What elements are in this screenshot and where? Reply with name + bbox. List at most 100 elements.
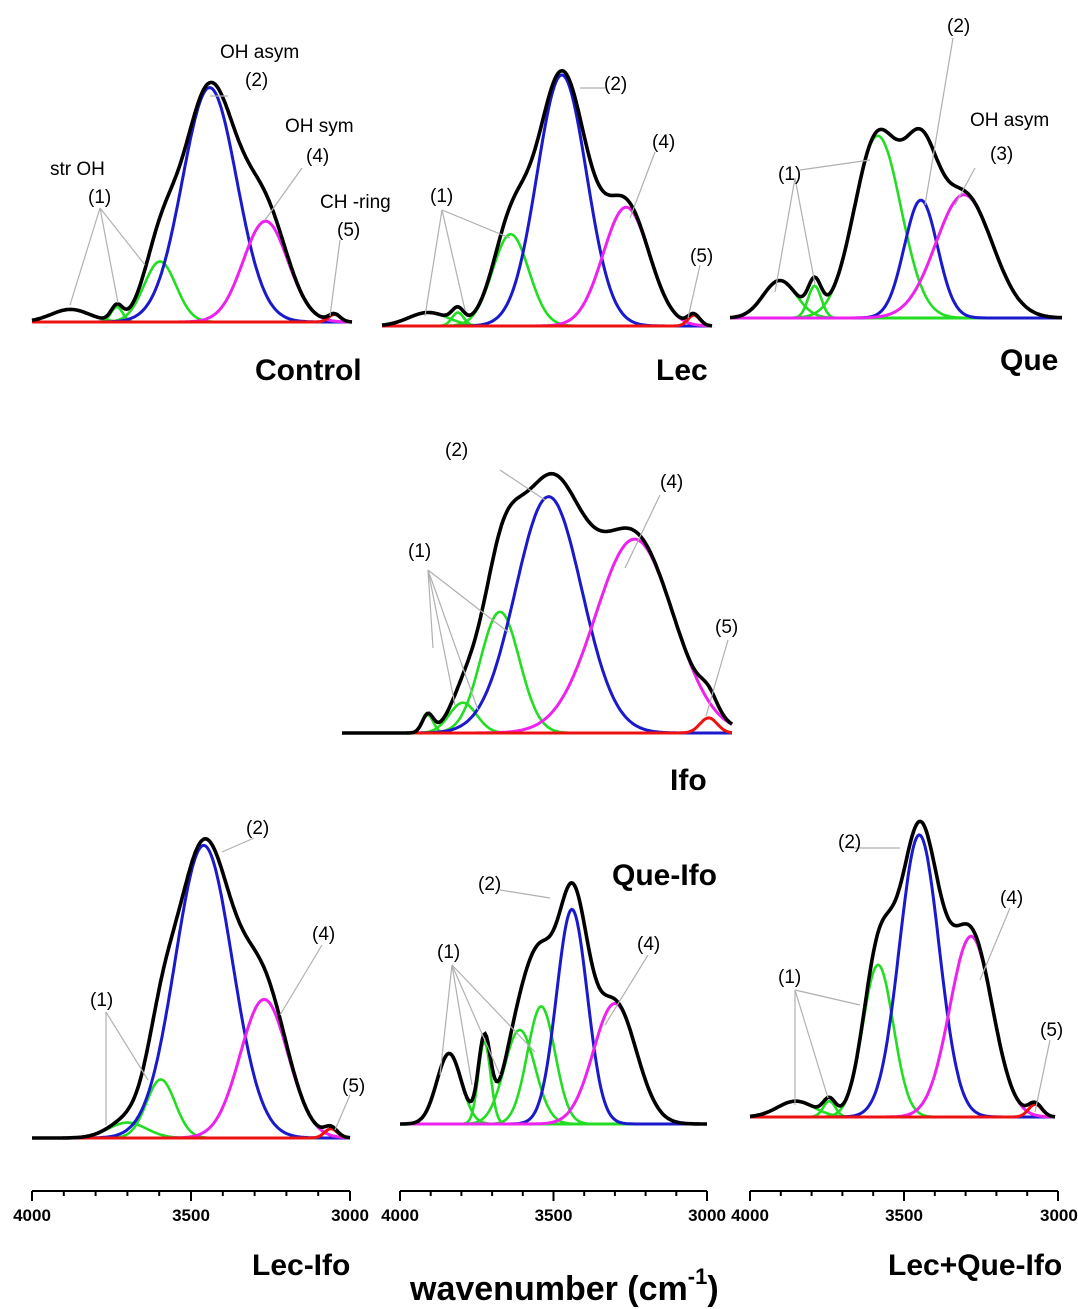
leader-line (451, 964, 501, 1076)
peak-annotation: (5) (715, 617, 738, 638)
peak-annotation: (1) (778, 164, 801, 185)
peak-annotation: (2) (604, 74, 627, 95)
panel-lec-ifo: (2) (4) (1) (5) Lec-Ifo (32, 818, 365, 1282)
component-peak-5 (730, 193, 1063, 320)
component-peak-2 (342, 701, 732, 735)
envelope-curve (342, 471, 734, 735)
peak-annotation: (4) (660, 472, 683, 493)
peak-annotation: str OH (50, 159, 105, 180)
leader-line (424, 209, 443, 317)
x-tick-label: 4000 (381, 1206, 419, 1225)
leader-line (687, 264, 701, 319)
leader-line (69, 207, 101, 306)
leader-line (624, 494, 661, 569)
peak-annotation: (1) (408, 541, 431, 562)
leader-line (1034, 1039, 1051, 1113)
leader-line (629, 151, 656, 219)
leader-line (264, 167, 303, 221)
leader-line (439, 964, 453, 1076)
leader-line (99, 207, 146, 266)
x-axis: 4000 3500 3000 (731, 1190, 1078, 1225)
leader-line (105, 1011, 149, 1081)
panel-title: Lec-Ifo (252, 1249, 350, 1282)
x-tick-label: 3000 (1040, 1206, 1078, 1225)
x-tick-label: 3500 (535, 1206, 573, 1225)
peak-annotation: CH -ring (320, 192, 391, 213)
panel-title: Lec+Que-Ifo (888, 1249, 1062, 1282)
leader-line (799, 159, 871, 171)
leader-line (451, 964, 473, 1086)
envelope-curve (400, 880, 707, 1126)
leader-line (604, 954, 649, 1026)
peak-annotation: (1) (90, 990, 113, 1011)
leader-line (979, 907, 1011, 981)
component-peak-4 (730, 198, 1062, 320)
peak-annotation: (1) (437, 942, 460, 963)
peak-annotation: OH asym (970, 110, 1049, 131)
component-peak-6 (32, 312, 352, 324)
peak-annotation: (2) (445, 440, 468, 461)
panel-title: Control (255, 354, 362, 387)
peak-annotation: OH asym (220, 42, 299, 63)
peak-annotation: (5) (690, 246, 713, 267)
x-tick-label: 4000 (731, 1206, 769, 1225)
x-tick-label: 3000 (688, 1206, 726, 1225)
peak-annotation: (2) (838, 832, 861, 853)
component-peak-6 (382, 313, 713, 328)
x-tick-label: 4000 (13, 1206, 51, 1225)
envelope-curve (31, 80, 353, 324)
peak-annotation: (2) (246, 818, 269, 839)
leader-line (499, 469, 546, 501)
peak-annotation: (1) (88, 187, 111, 208)
leader-line (794, 989, 861, 1006)
x-axis: 4000 3500 3000 (381, 1190, 726, 1225)
leader-line (99, 207, 119, 304)
peak-annotation: (4) (312, 924, 335, 945)
peak-annotation: (3) (990, 144, 1013, 165)
envelope-curve (381, 68, 713, 328)
leader-line (427, 569, 434, 649)
x-axis: 4000 3500 3000 (13, 1190, 369, 1225)
peak-annotation: OH sym (285, 116, 354, 137)
component-peak-5 (342, 537, 733, 735)
panel-title: Que-Ifo (612, 859, 717, 892)
peak-annotation: (1) (778, 967, 801, 988)
peak-annotation: (2) (245, 70, 268, 91)
leader-line (279, 944, 323, 1016)
panel-title: Lec (656, 354, 708, 387)
x-tick-label: 3500 (172, 1206, 210, 1225)
panel-lec: (1) (2) (4) (5) Lec (381, 68, 713, 387)
component-peak-4 (32, 997, 351, 1140)
leader-line (705, 639, 729, 717)
leader-line (774, 177, 796, 293)
panel-lec-que-ifo: (2) (4) (1) (5) Lec+Que-Ifo (749, 819, 1063, 1282)
peak-annotation: (4) (637, 934, 660, 955)
leader-line (441, 209, 511, 239)
component-peak-3 (342, 610, 732, 735)
panel-title: Que (1000, 344, 1058, 377)
peak-annotation: (2) (478, 874, 501, 895)
component-peak-3 (32, 260, 352, 324)
leader-line (924, 37, 954, 206)
leader-line (221, 837, 255, 853)
component-peak-5 (382, 205, 713, 328)
leader-line (441, 209, 466, 311)
peak-annotation: (5) (337, 220, 360, 241)
leader-line (334, 1094, 351, 1131)
leader-line (427, 569, 509, 633)
leader-line (451, 964, 536, 1053)
leader-line (499, 889, 551, 899)
peak-annotation: (5) (1040, 1020, 1063, 1041)
peak-annotation: (2) (947, 16, 970, 37)
leader-line (954, 167, 976, 206)
component-peak-6 (750, 1102, 1056, 1119)
panel-title: Ifo (670, 764, 707, 797)
peak-annotation: (4) (652, 132, 675, 153)
leader-line (794, 989, 829, 1099)
envelope-curve (32, 836, 351, 1140)
envelope-curve (729, 126, 1063, 320)
peak-annotation: (1) (430, 186, 453, 207)
panel-que: (2) OH asym (3) (1) Que (729, 16, 1063, 377)
x-tick-label: 3500 (885, 1206, 923, 1225)
